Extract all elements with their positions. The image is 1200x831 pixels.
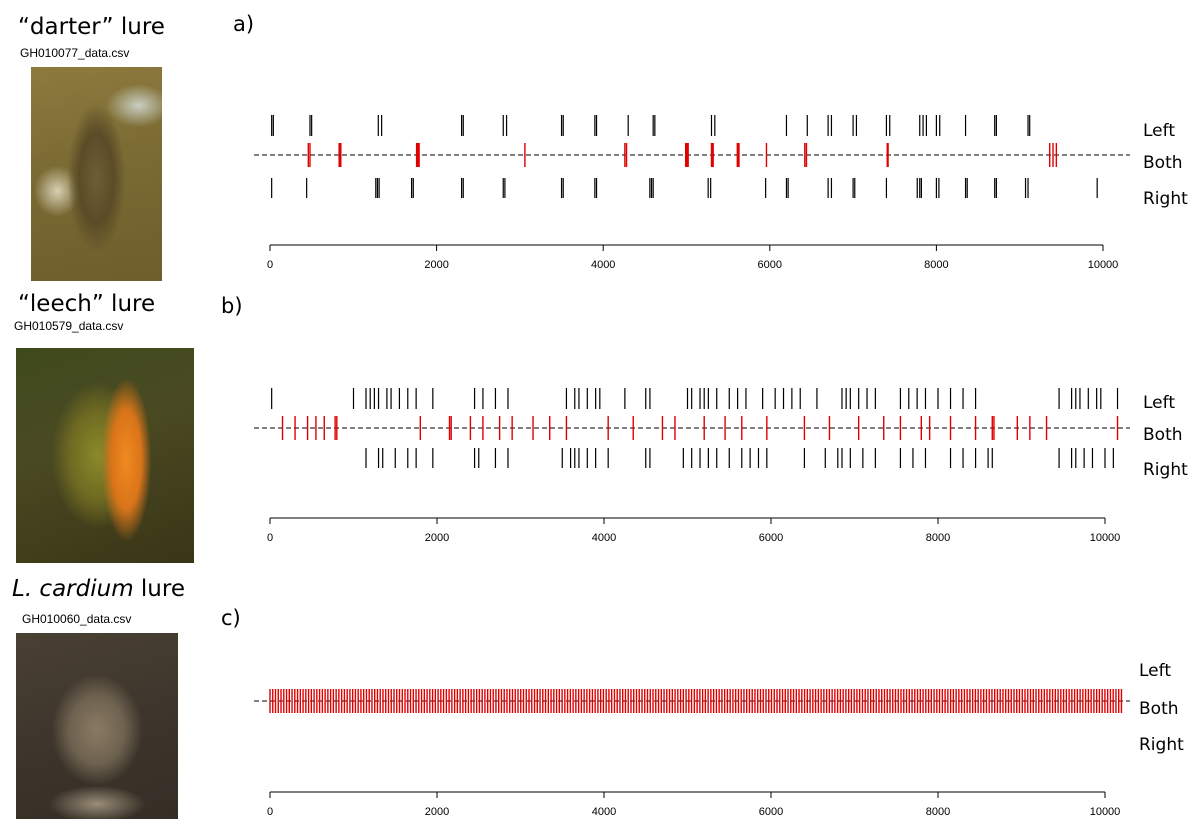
- panel-b-row-label-both: Both: [1143, 425, 1183, 445]
- leech-lure-title: “leech” lure: [18, 291, 156, 317]
- panel-a-x-tick-label-0: 0: [267, 259, 273, 271]
- panel-a-row-label-both: Both: [1143, 153, 1183, 173]
- panel-c-label: c): [221, 606, 241, 630]
- panel-c-x-tick-label-0: 0: [267, 806, 273, 818]
- leech-file-name: GH010579_data.csv: [14, 319, 124, 333]
- panel-b-label: b): [221, 294, 243, 318]
- cardium-file-name: GH010060_data.csv: [22, 612, 132, 626]
- panel-c-row-label-left: Left: [1139, 661, 1171, 681]
- l-cardium-lure-photo: [16, 633, 178, 819]
- panel-b-row-label-left: Left: [1143, 393, 1175, 413]
- panel-a-x-tick-label-2: 4000: [591, 259, 615, 271]
- panel-b-x-tick-label-4: 8000: [926, 532, 950, 544]
- panel-a-x-tick-label-5: 10000: [1088, 259, 1119, 271]
- darter-lure-title: “darter” lure: [18, 14, 165, 40]
- panel-c-x-tick-label-1: 2000: [425, 806, 449, 818]
- darter-lure-photo: [31, 67, 162, 281]
- panel-c-x-tick-label-3: 6000: [759, 806, 783, 818]
- panel-b-x-tick-label-5: 10000: [1090, 532, 1121, 544]
- panel-c-x-tick-label-5: 10000: [1090, 806, 1121, 818]
- panel-b-x-tick-label-3: 6000: [759, 532, 783, 544]
- panel-c-x-tick-label-2: 4000: [592, 806, 616, 818]
- leech-lure-photo: [16, 348, 194, 563]
- panel-a-row-label-right: Right: [1143, 189, 1188, 209]
- darter-file-name: GH010077_data.csv: [20, 46, 130, 60]
- panel-a-x-tick-label-1: 2000: [424, 259, 448, 271]
- panel-c-x-tick-label-4: 8000: [926, 806, 950, 818]
- panel-a-row-label-left: Left: [1143, 121, 1175, 141]
- cardium-lure-title: L. cardium lure: [12, 576, 185, 602]
- panel-b-x-tick-label-2: 4000: [592, 532, 616, 544]
- panel-a-x-tick-label-4: 8000: [924, 259, 948, 271]
- panel-b-x-tick-label-1: 2000: [425, 532, 449, 544]
- panel-b-x-tick-label-0: 0: [267, 532, 273, 544]
- panel-c-row-label-both: Both: [1139, 699, 1179, 719]
- panel-a-x-tick-label-3: 6000: [758, 259, 782, 271]
- panel-a-label: a): [233, 12, 255, 36]
- panel-c-row-label-right: Right: [1139, 735, 1184, 755]
- panel-b-row-label-right: Right: [1143, 460, 1188, 480]
